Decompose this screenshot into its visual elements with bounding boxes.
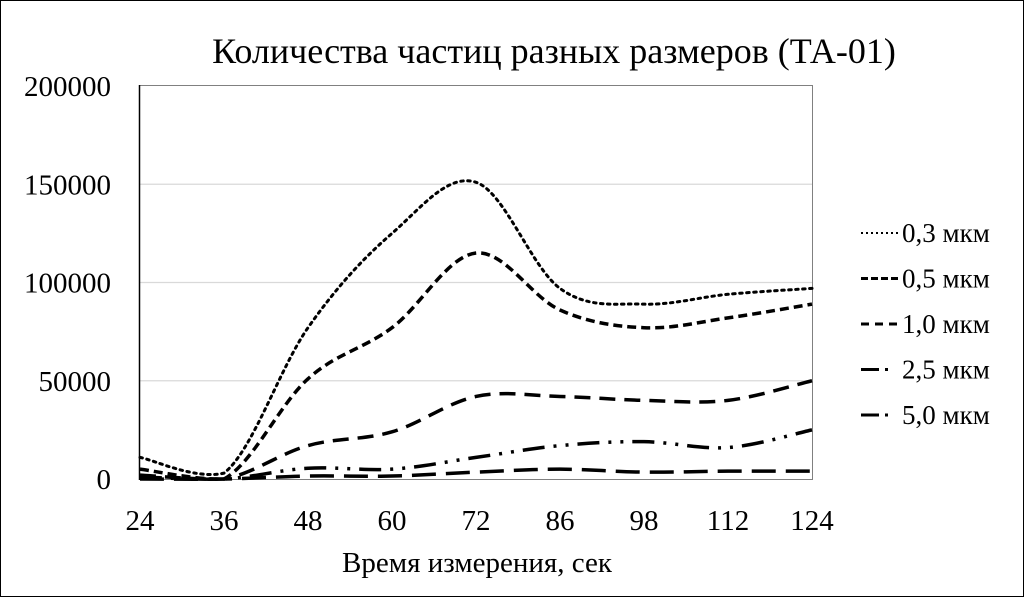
y-tick-label: 50000 xyxy=(39,366,112,398)
legend-label: 5,0 мкм xyxy=(902,400,990,430)
x-tick-label: 60 xyxy=(378,505,407,537)
legend-item: 0,3 мкм xyxy=(861,218,990,248)
legend-item: 2,5 мкм xyxy=(861,355,990,385)
legend-label: 0,3 мкм xyxy=(902,218,990,248)
y-tick-label: 200000 xyxy=(24,71,111,103)
x-tick-label: 48 xyxy=(294,505,323,537)
x-tick-label: 98 xyxy=(630,505,659,537)
x-axis-label: Время измерения, сек xyxy=(342,547,613,579)
x-tick-label: 72 xyxy=(462,505,491,537)
series-line xyxy=(138,179,814,476)
series-line xyxy=(139,379,813,481)
series-line xyxy=(139,467,813,481)
legend-label: 2,5 мкм xyxy=(902,355,990,385)
x-tick-label: 36 xyxy=(210,505,239,537)
legend-item: 0,5 мкм xyxy=(861,264,990,294)
x-tick-label: 124 xyxy=(790,505,834,537)
x-tick-label: 112 xyxy=(707,505,749,537)
legend-item: 5,0 мкм xyxy=(861,400,990,430)
legend: 0,3 мкм 0,5 мкм 1,0 мкм 2,5 мкм 5,0 мкм xyxy=(861,218,990,430)
y-tick-label: 100000 xyxy=(24,268,111,300)
x-tick-label: 86 xyxy=(546,505,575,537)
series-lines xyxy=(138,179,814,481)
legend-label: 0,5 мкм xyxy=(902,264,990,294)
y-tick-label: 150000 xyxy=(24,169,111,201)
series-line xyxy=(139,251,813,481)
x-axis-ticks: 24 36 48 60 72 86 98 112 124 xyxy=(126,505,835,537)
x-tick-label: 24 xyxy=(126,505,156,537)
series-line xyxy=(139,428,813,481)
legend-label: 1,0 мкм xyxy=(902,309,990,339)
gridlines xyxy=(140,183,812,382)
y-axis-ticks: 0 50000 100000 150000 200000 xyxy=(24,71,111,496)
chart-title: Количества частиц разных размеров (ТА-01… xyxy=(212,31,896,71)
y-tick-label: 0 xyxy=(97,464,112,496)
legend-item: 1,0 мкм xyxy=(861,309,990,339)
